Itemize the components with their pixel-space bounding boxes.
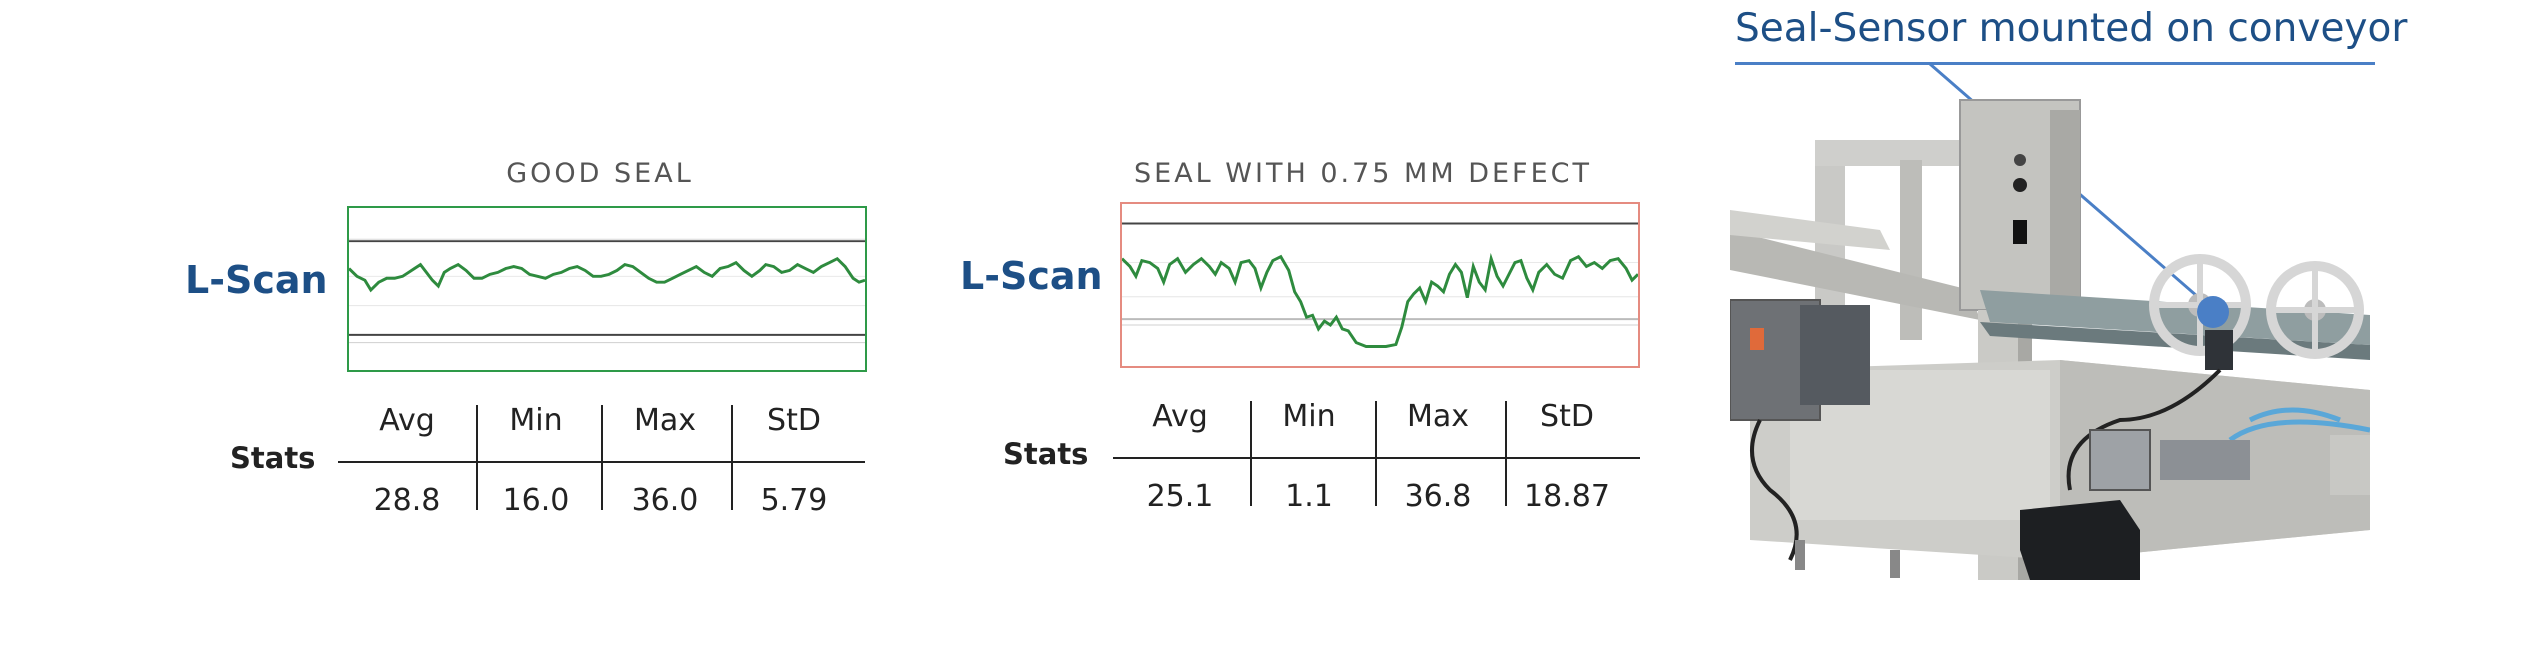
stats-col-divider bbox=[1250, 401, 1252, 506]
stats-col-divider bbox=[476, 405, 478, 510]
stat-value-std: 18.87 bbox=[1524, 479, 1610, 514]
photo-caption: Seal-Sensor mounted on conveyor bbox=[1735, 6, 2408, 51]
stats-col-divider bbox=[1505, 401, 1507, 506]
stats-col-divider bbox=[1375, 401, 1377, 506]
caption-underline bbox=[1735, 62, 2375, 65]
stat-header-min: Min bbox=[1282, 399, 1336, 434]
stats-label-good: Stats bbox=[230, 441, 316, 475]
stat-value-std: 5.79 bbox=[760, 483, 828, 518]
stat-header-std: StD bbox=[1540, 399, 1594, 434]
lscan-label-good: L-Scan bbox=[185, 258, 328, 302]
stat-value-avg: 25.1 bbox=[1146, 479, 1214, 514]
stat-value-avg: 28.8 bbox=[373, 483, 441, 518]
stats-col-divider bbox=[601, 405, 603, 510]
stat-header-avg: Avg bbox=[1152, 399, 1208, 434]
stats-col-divider bbox=[731, 405, 733, 510]
stat-value-max: 36.8 bbox=[1404, 479, 1472, 514]
stat-header-std: StD bbox=[767, 403, 821, 438]
lscan-chart-defect-seal bbox=[1120, 202, 1640, 368]
stat-header-min: Min bbox=[509, 403, 563, 438]
lscan-chart-good-seal bbox=[347, 206, 867, 372]
stat-header-max: Max bbox=[633, 403, 697, 438]
stats-label-defect: Stats bbox=[1003, 437, 1089, 471]
stat-header-avg: Avg bbox=[379, 403, 435, 438]
lscan-label-defect: L-Scan bbox=[960, 254, 1103, 298]
panel-title-defect-seal: SEAL WITH 0.75 MM DEFECT bbox=[1134, 158, 1592, 189]
stat-value-min: 1.1 bbox=[1285, 479, 1333, 514]
lscan-trace-defect bbox=[1122, 252, 1638, 348]
lscan-trace-good bbox=[349, 256, 865, 293]
panel-title-good-seal: GOOD SEAL bbox=[506, 158, 694, 189]
stat-value-min: 16.0 bbox=[502, 483, 570, 518]
sensor-marker bbox=[2197, 296, 2229, 328]
conveyor-machine-image bbox=[1729, 60, 2371, 580]
stat-value-max: 36.0 bbox=[631, 483, 699, 518]
stat-header-max: Max bbox=[1406, 399, 1470, 434]
